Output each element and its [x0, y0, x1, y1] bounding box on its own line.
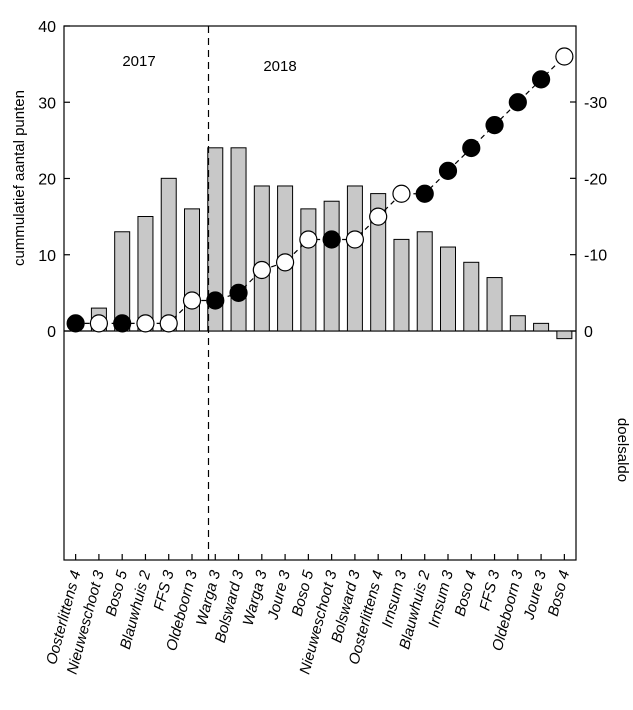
point-1: [89, 314, 109, 333]
right-axis: 0 -10 -20 -30: [570, 95, 607, 341]
point-19: [508, 93, 527, 112]
bar-4: [160, 177, 177, 332]
bar-12: [346, 185, 363, 332]
period-label-2017: 2017: [122, 53, 155, 70]
cumulative-line: [75, 56, 565, 324]
point-12: [345, 230, 365, 249]
point-4: [159, 314, 178, 333]
point-6: [206, 291, 225, 310]
point-21: [555, 47, 574, 66]
bar-3: [137, 216, 154, 332]
bar-15: [416, 231, 433, 332]
point-16: [438, 161, 458, 180]
bar-5: [184, 208, 200, 332]
point-10: [299, 230, 318, 249]
bar-7: [230, 147, 247, 332]
point-0: [66, 314, 85, 333]
bar-10: [300, 208, 317, 332]
point-8: [252, 260, 271, 280]
point-2: [113, 314, 132, 333]
point-5: [182, 291, 202, 310]
point-18: [485, 116, 504, 135]
points-group: [66, 47, 574, 333]
bar-21: [556, 330, 573, 340]
point-9: [275, 253, 295, 272]
point-7: [229, 283, 248, 302]
bar-11: [323, 200, 340, 332]
bar-17: [463, 261, 480, 332]
left-tick-label-1: 10: [38, 248, 56, 265]
bar-20: [533, 322, 550, 332]
left-axis-title: cummulatief aantal punten: [11, 90, 28, 266]
left-tick-label-0: 0: [47, 324, 56, 341]
point-11: [322, 230, 341, 249]
bar-13: [370, 193, 387, 332]
right-tick-label-3: -30: [584, 95, 607, 112]
point-13: [369, 207, 388, 226]
bar-16: [440, 246, 456, 332]
point-17: [462, 138, 481, 158]
point-15: [415, 184, 434, 203]
point-20: [531, 70, 551, 89]
bar-14: [393, 238, 410, 332]
right-tick-label-1: -10: [584, 248, 607, 265]
left-tick-label-3: 30: [38, 95, 56, 112]
right-axis-title: doelsaldo: [614, 418, 631, 482]
left-tick-label-4: 40: [38, 19, 56, 36]
left-axis: 0 10 20 30 40: [38, 19, 70, 341]
right-tick-label-2: -20: [584, 171, 607, 188]
plot-frame: [63, 25, 577, 561]
left-tick-label-2: 20: [38, 172, 56, 189]
right-tick-label-0: 0: [584, 324, 593, 341]
period-label-2018: 2018: [263, 58, 296, 75]
bar-8: [253, 185, 270, 332]
point-3: [136, 314, 155, 333]
point-14: [392, 184, 411, 203]
bar-18: [486, 277, 503, 332]
bar-6: [207, 147, 224, 332]
bar-19: [509, 315, 526, 332]
